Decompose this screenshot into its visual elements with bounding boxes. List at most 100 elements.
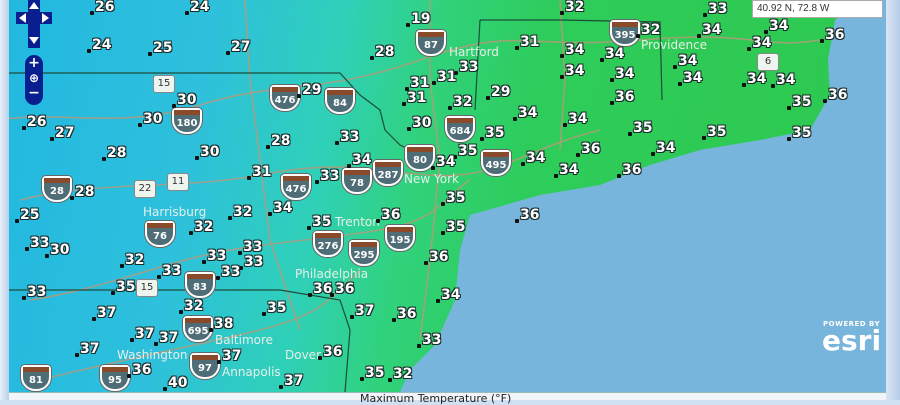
temperature-label: 35 xyxy=(359,365,385,381)
temperature-label: 36 xyxy=(819,27,845,43)
temperature-label: 28 xyxy=(101,145,127,161)
zoom-in-button[interactable]: + xyxy=(28,55,40,71)
temperature-label: 33 xyxy=(24,235,50,251)
legend-title: Maximum Temperature (°F) xyxy=(360,392,512,405)
temperature-label: 35 xyxy=(479,125,505,141)
temperature-label: 28 xyxy=(265,133,291,149)
city-label: Trenton xyxy=(335,215,380,229)
temperature-label: 38 xyxy=(208,316,234,332)
us-route-shield-icon: 15 xyxy=(136,279,158,297)
scrollbar[interactable] xyxy=(886,0,900,400)
interstate-shield-icon: 476 xyxy=(281,174,311,200)
temperature-label: 26 xyxy=(21,114,47,130)
temperature-label: 32 xyxy=(447,94,473,110)
temperature-label: 33 xyxy=(702,1,728,17)
temperature-label: 33 xyxy=(314,168,340,184)
temperature-label: 34 xyxy=(677,70,703,86)
temperature-label: 35 xyxy=(261,300,287,316)
interstate-shield-icon: 287 xyxy=(373,160,403,186)
interstate-shield-icon: 78 xyxy=(342,168,372,194)
temperature-label: 33 xyxy=(201,248,227,264)
temperature-label: 35 xyxy=(440,190,466,206)
interstate-shield-icon: 180 xyxy=(172,108,202,134)
globe-icon[interactable]: ⊕ xyxy=(28,71,40,85)
temperature-label: 32 xyxy=(387,366,413,382)
temperature-label: 36 xyxy=(609,89,635,105)
temperature-label: 34 xyxy=(672,53,698,69)
temperature-label: 36 xyxy=(391,306,417,322)
temperature-label: 27 xyxy=(225,39,251,55)
temperature-label: 33 xyxy=(416,332,442,348)
interstate-shield-icon: 83 xyxy=(185,272,215,298)
temperature-label: 35 xyxy=(110,279,136,295)
temperature-label: 34 xyxy=(741,71,767,87)
temperature-label: 37 xyxy=(74,341,100,357)
interstate-shield-icon: 80 xyxy=(405,145,435,171)
temperature-label: 31 xyxy=(404,75,430,91)
temperature-label: 37 xyxy=(278,373,304,389)
temperature-label: 34 xyxy=(763,18,789,34)
temperature-label: 34 xyxy=(346,152,372,168)
zoom-control: + ⊕ − xyxy=(25,55,43,105)
interstate-shield-icon: 81 xyxy=(21,365,51,391)
temperature-label: 29 xyxy=(485,84,511,100)
temperature-map[interactable]: 87 684 80 495 287 78 476 476 84 180 28 76 276 295 195 8… xyxy=(9,0,886,392)
temperature-label: 34 xyxy=(435,287,461,303)
temperature-label: 24 xyxy=(86,37,112,53)
city-label: Harrisburg xyxy=(143,205,207,219)
temperature-label: 36 xyxy=(329,281,355,297)
temperature-label: 32 xyxy=(119,252,145,268)
temperature-label: 35 xyxy=(786,125,812,141)
pan-control[interactable] xyxy=(16,0,52,48)
temperature-label: 30 xyxy=(171,92,197,108)
temperature-label: 33 xyxy=(215,264,241,280)
temperature-label: 28 xyxy=(369,44,395,60)
city-label: Hartford xyxy=(449,45,499,59)
temperature-label: 34 xyxy=(430,154,456,170)
temperature-label: 36 xyxy=(822,87,848,103)
temperature-label: 29 xyxy=(296,82,322,98)
interstate-shield-icon: 395 xyxy=(610,20,640,46)
window-frame-left xyxy=(0,0,9,400)
temperature-label: 36 xyxy=(375,207,401,223)
temperature-label: 25 xyxy=(14,207,40,223)
temperature-label: 32 xyxy=(559,0,585,15)
temperature-label: 32 xyxy=(188,219,214,235)
temperature-label: 36 xyxy=(514,207,540,223)
temperature-label: 36 xyxy=(126,362,152,378)
temperature-label: 40 xyxy=(162,375,188,391)
us-route-shield-icon: 6 xyxy=(757,53,779,71)
pan-arrows-icon[interactable] xyxy=(16,0,52,48)
temperature-label: 33 xyxy=(334,129,360,145)
interstate-shield-icon: 84 xyxy=(325,88,355,114)
zoom-out-button[interactable]: − xyxy=(28,85,40,101)
us-route-shield-icon: 22 xyxy=(134,180,156,198)
city-label: Washington xyxy=(117,348,188,362)
temperature-label: 36 xyxy=(317,344,343,360)
temperature-label: 37 xyxy=(153,330,179,346)
temperature-label: 35 xyxy=(786,94,812,110)
temperature-label: 34 xyxy=(696,22,722,38)
temperature-label: 34 xyxy=(267,200,293,216)
temperature-label: 31 xyxy=(514,34,540,50)
city-label: Annapolis xyxy=(222,365,281,379)
city-label: Providence xyxy=(641,38,708,52)
interstate-shield-icon: 195 xyxy=(385,225,415,251)
temperature-label: 37 xyxy=(129,326,155,342)
temperature-label: 27 xyxy=(49,125,75,141)
temperature-label: 35 xyxy=(306,214,332,230)
map-base-layer xyxy=(9,0,886,392)
temperature-label: 28 xyxy=(69,184,95,200)
temperature-label: 34 xyxy=(562,111,588,127)
interstate-shield-icon: 76 xyxy=(145,221,175,247)
temperature-label: 36 xyxy=(423,249,449,265)
temperature-label: 34 xyxy=(559,63,585,79)
temperature-label: 32 xyxy=(178,298,204,314)
esri-attribution[interactable]: POWERED BY esri xyxy=(822,320,881,355)
powered-by-text: POWERED BY xyxy=(823,320,881,328)
temperature-label: 30 xyxy=(194,144,220,160)
temperature-label: 25 xyxy=(147,40,173,56)
temperature-label: 33 xyxy=(453,59,479,75)
interstate-shield-icon: 97 xyxy=(190,353,220,379)
temperature-label: 24 xyxy=(184,0,210,15)
